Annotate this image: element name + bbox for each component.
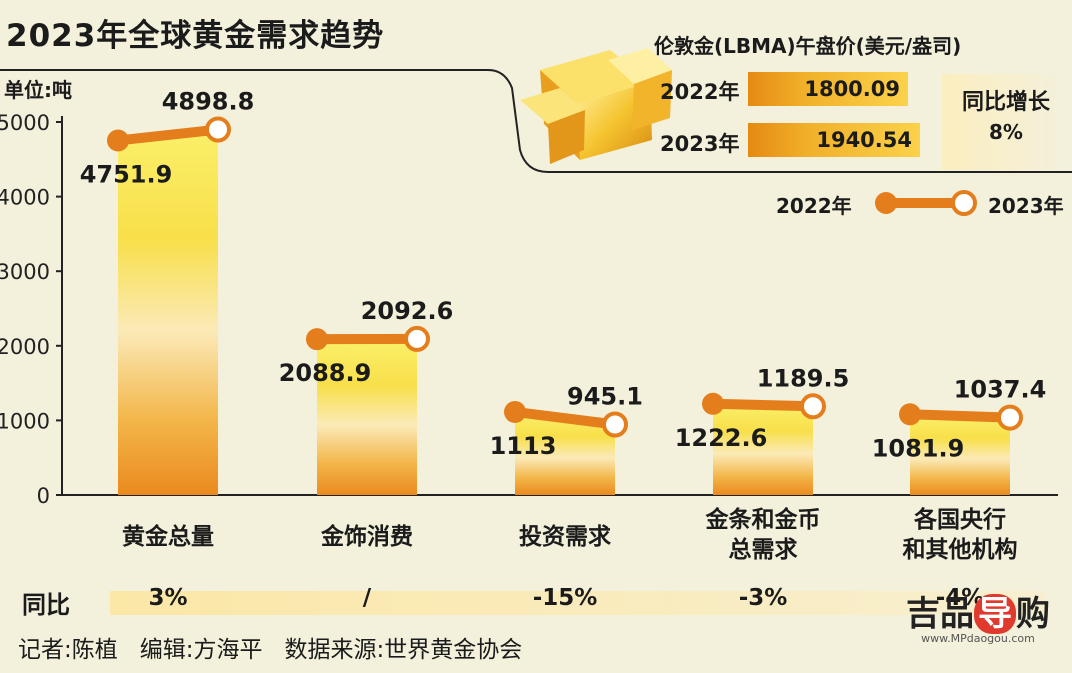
data-label-2023: 1189.5 (757, 364, 850, 392)
category-label-line: 金条和金币 (705, 507, 821, 533)
y-tick-label: 5000 (0, 111, 50, 135)
category-label-line: 总需求 (728, 537, 798, 563)
marker-2023 (404, 325, 430, 352)
data-label-2023: 1037.4 (954, 376, 1047, 404)
marker-2022 (306, 328, 328, 351)
credit-reporter: 记者:陈植 (18, 637, 118, 663)
lbma-yoy-box: 同比增长 8% (942, 74, 1070, 170)
data-label-2023: 945.1 (567, 382, 643, 410)
category-label: 各国央行 和其他机构 (870, 505, 1050, 565)
series-connector-line (708, 398, 818, 412)
data-label-2022: 1113 (490, 432, 557, 460)
data-label-2022: 1081.9 (872, 434, 965, 462)
bar (515, 411, 615, 495)
y-tick-label: 4000 (0, 186, 50, 210)
series-connector-line (510, 406, 620, 430)
category-label: 黄金总量 (78, 522, 258, 552)
bar (910, 414, 1010, 495)
marker-2022 (107, 129, 129, 152)
credit-source: 数据来源:世界黄金协会 (284, 637, 523, 663)
category-label-line: 黄金总量 (122, 524, 214, 550)
data-label-2023: 4898.8 (162, 88, 255, 116)
data-label-2023: 2092.6 (361, 297, 454, 325)
marker-2022 (899, 403, 921, 426)
lbma-price-2023: 1940.54 (748, 123, 920, 157)
yoy-value: / (362, 585, 372, 611)
y-tick-label: 1000 (0, 409, 50, 433)
chart-title: 2023年全球黄金需求趋势 (6, 18, 385, 54)
lbma-price-2022: 1800.09 (748, 72, 908, 106)
marker-2022 (702, 392, 724, 415)
category-label-line: 投资需求 (519, 524, 611, 550)
yoy-value: 3% (148, 585, 188, 611)
watermark-text-c: 购 (1016, 594, 1050, 634)
y-tick-label: 3000 (0, 260, 50, 284)
inset-panel-outline (0, 69, 1072, 173)
category-label: 投资需求 (475, 522, 655, 552)
bar (317, 338, 417, 495)
yoy-strip (110, 591, 1045, 615)
lbma-year-2022: 2022年 (660, 80, 740, 104)
bar (713, 403, 813, 495)
category-label-line: 和其他机构 (902, 537, 1018, 563)
y-tick-label: 2000 (0, 335, 50, 359)
marker-2022 (504, 400, 526, 423)
series-connector-line (905, 409, 1015, 423)
credits: 记者:陈植 编辑:方海平 数据来源:世界黄金协会 (18, 630, 544, 664)
legend-marker-2022 (875, 192, 897, 214)
yoy-value: -15% (532, 585, 598, 611)
yoy-value: -3% (738, 585, 788, 611)
category-label: 金条和金币 总需求 (673, 505, 853, 565)
yoy-row-label: 同比 (22, 591, 70, 619)
marker-2023 (205, 116, 231, 143)
data-label-2022: 4751.9 (80, 161, 173, 189)
category-label-line: 金饰消费 (321, 524, 413, 550)
bar (118, 129, 218, 496)
watermark-url: www.MPdaogou.com (921, 632, 1035, 645)
watermark: 吉品导购 www.MPdaogou.com (906, 594, 1050, 645)
lbma-yoy-title: 同比增长 (961, 90, 1050, 115)
credit-editor: 编辑:方海平 (139, 637, 263, 663)
watermark-text-b: 导 (974, 594, 1016, 634)
legend-label-2023: 2023年 (988, 194, 1064, 218)
unit-label: 单位:吨 (4, 78, 72, 102)
marker-2023 (800, 393, 826, 420)
series-connector-line (113, 124, 223, 146)
category-label: 金饰消费 (277, 522, 457, 552)
y-tick-label: 0 (37, 484, 50, 508)
gold-bar-illustration (520, 48, 672, 164)
data-label-2022: 1222.6 (675, 424, 768, 452)
watermark-text-a: 吉品 (906, 594, 974, 634)
marker-2023 (602, 411, 628, 438)
legend-label-2022: 2022年 (776, 194, 852, 218)
category-label-line: 各国央行 (914, 507, 1006, 533)
lbma-year-2023: 2023年 (660, 132, 740, 156)
lbma-title: 伦敦金(LBMA)午盘价(美元/盎司) (654, 34, 962, 58)
lbma-yoy-value: 8% (989, 120, 1023, 144)
data-label-2022: 2088.9 (279, 359, 372, 387)
marker-2023 (997, 404, 1023, 431)
legend-marker-2023 (951, 190, 977, 216)
